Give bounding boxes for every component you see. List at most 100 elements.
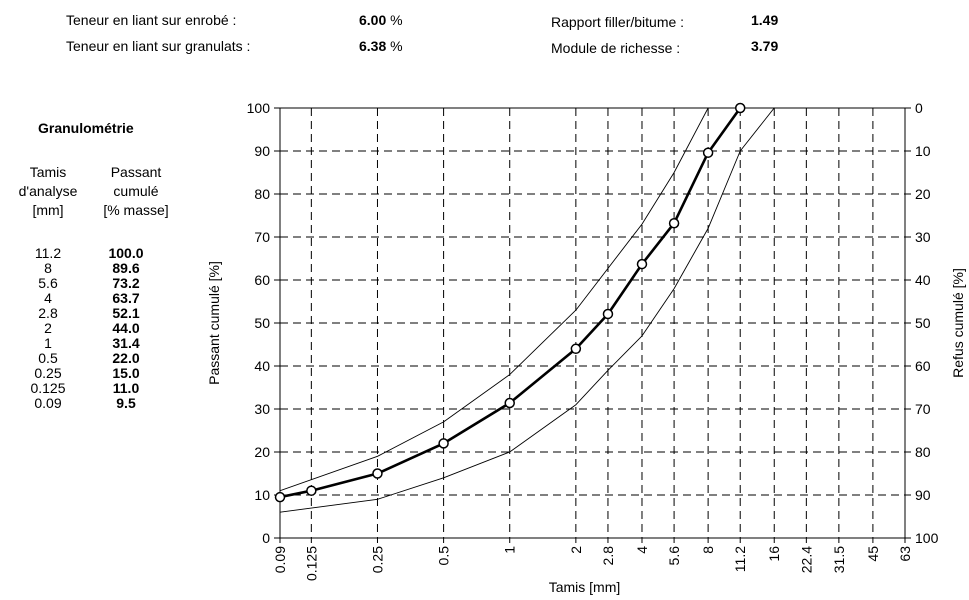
liant-enrobe-value-wrap: 6.00 % xyxy=(359,12,403,28)
passing-value: 15.0 xyxy=(112,365,140,381)
x-tick-label: 0.125 xyxy=(303,546,319,581)
y2-tick-label: 0 xyxy=(915,100,923,116)
sieve-size: 1 xyxy=(44,335,52,351)
x-tick-label: 45 xyxy=(865,546,881,562)
sieve-size: 0.09 xyxy=(34,395,62,411)
data-point-marker xyxy=(668,217,680,229)
module-richesse-value-wrap: 3.79 xyxy=(751,38,778,54)
passing-value: 11.0 xyxy=(112,380,140,396)
sieve-size: 0.125 xyxy=(30,380,66,396)
table-row: 0.09 9.5 xyxy=(18,396,178,411)
data-point-marker xyxy=(274,491,286,503)
x-tick-label: 8 xyxy=(700,546,716,554)
passing-value: 100.0 xyxy=(108,245,144,261)
passing-value: 89.6 xyxy=(112,260,140,276)
x-tick-label: 63 xyxy=(897,546,913,562)
sieve-size: 2 xyxy=(44,320,52,336)
table-row: 0.125 11.0 xyxy=(18,381,178,396)
sieve-size: 8 xyxy=(44,260,52,276)
y-tick-label: 70 xyxy=(254,229,270,245)
y-tick-label: 0 xyxy=(262,530,270,546)
table-row: 5.6 73.2 xyxy=(18,276,178,291)
passing-header-line: Passant xyxy=(110,164,162,180)
module-richesse-label: Module de richesse : xyxy=(551,40,681,56)
liant-granulats-value-wrap: 6.38 % xyxy=(359,38,403,54)
data-point-marker xyxy=(636,258,648,270)
sieve-size: 5.6 xyxy=(38,275,58,291)
y2-tick-label: 10 xyxy=(915,143,931,159)
passing-value: 63.7 xyxy=(112,290,140,306)
y-axis-label: Passant cumulé [%] xyxy=(206,261,222,385)
filler-bitume-label: Rapport filler/bitume : xyxy=(551,14,685,30)
y2-tick-label: 80 xyxy=(915,444,931,460)
passing-value: 31.4 xyxy=(112,335,140,351)
liant-enrobe-row: Teneur en liant sur enrobé : xyxy=(66,12,236,28)
y2-tick-label: 60 xyxy=(915,358,931,374)
y-tick-label: 40 xyxy=(254,358,270,374)
x-tick-label: 16 xyxy=(766,546,782,562)
x-tick-label: 2 xyxy=(568,546,584,554)
module-richesse-row: Module de richesse : xyxy=(551,40,680,56)
data-point-marker xyxy=(372,468,383,479)
sieve-size: 11.2 xyxy=(34,245,62,261)
x-tick-label: 0.5 xyxy=(436,546,452,566)
sieve-column-header: Tamis d'analyse [mm] xyxy=(6,163,90,220)
passing-header-line: [% masse] xyxy=(103,202,169,218)
y-tick-label: 60 xyxy=(254,272,270,288)
y-tick-label: 10 xyxy=(254,487,270,503)
sieve-header-line: [mm] xyxy=(32,202,64,218)
liant-enrobe-unit: % xyxy=(390,12,403,28)
x-tick-label: 0.25 xyxy=(369,546,385,573)
granulometry-table: 11.2 100.0 8 89.6 5.6 73.2 4 63.7 2.8 52.1 2 44.0 1 3… xyxy=(18,246,178,411)
y2-tick-label: 20 xyxy=(915,186,931,202)
passing-value: 52.1 xyxy=(112,305,140,321)
x-tick-label: 1 xyxy=(502,546,518,554)
y-tick-label: 80 xyxy=(254,186,270,202)
liant-granulats-value: 6.38 xyxy=(359,38,387,54)
y-tick-label: 50 xyxy=(254,315,270,331)
liant-granulats-row: Teneur en liant sur granulats : xyxy=(66,38,250,54)
passing-value: 44.0 xyxy=(112,320,140,336)
passing-value: 73.2 xyxy=(112,275,140,291)
x-tick-label: 0.09 xyxy=(272,546,288,573)
passing-value: 22.0 xyxy=(112,350,140,366)
table-row: 0.25 15.0 xyxy=(18,366,178,381)
data-point-marker xyxy=(504,397,515,409)
y2-tick-label: 50 xyxy=(915,315,931,331)
sieve-size: 4 xyxy=(44,290,52,306)
y-tick-label: 90 xyxy=(254,143,270,159)
data-point-marker xyxy=(306,485,317,496)
x-tick-label: 11.2 xyxy=(732,546,748,572)
passing-column-header: Passant cumulé [% masse] xyxy=(86,163,186,220)
sieve-size: 2.8 xyxy=(38,305,58,321)
x-tick-label: 31.5 xyxy=(831,546,847,573)
granulometrie-title: Granulométrie xyxy=(38,120,134,136)
y2-tick-label: 70 xyxy=(915,401,931,417)
table-row: 2.8 52.1 xyxy=(18,306,178,321)
x-axis-label: Tamis [mm] xyxy=(549,579,621,595)
x-tick-label: 5.6 xyxy=(666,546,682,566)
sieve-size: 0.25 xyxy=(34,365,62,381)
data-point-marker xyxy=(438,438,449,449)
liant-granulats-label: Teneur en liant sur granulats : xyxy=(66,38,251,54)
y-tick-label: 20 xyxy=(254,444,270,460)
data-point-marker xyxy=(734,102,746,114)
y2-axis-label: Refus cumulé [%] xyxy=(950,268,966,378)
series-line-upper-limit xyxy=(280,108,709,492)
y-tick-label: 100 xyxy=(247,100,271,116)
filler-bitume-row: Rapport filler/bitume : xyxy=(551,14,684,30)
y-tick-label: 30 xyxy=(254,401,270,417)
sieve-header-line: Tamis xyxy=(29,164,67,180)
module-richesse-value: 3.79 xyxy=(751,38,779,54)
liant-enrobe-value: 6.00 xyxy=(359,12,387,28)
y2-tick-label: 30 xyxy=(915,229,931,245)
table-row: 4 63.7 xyxy=(18,291,178,306)
table-row: 8 89.6 xyxy=(18,261,178,276)
series-line-lower-limit xyxy=(280,108,775,513)
data-point-marker xyxy=(602,308,614,320)
filler-bitume-value: 1.49 xyxy=(751,12,779,28)
table-row: 1 31.4 xyxy=(18,336,178,351)
sieve-size: 0.5 xyxy=(38,350,58,366)
data-point-marker xyxy=(702,147,714,158)
